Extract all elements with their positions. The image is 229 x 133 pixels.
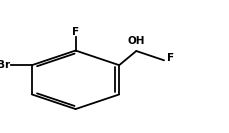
Text: Br: Br (0, 60, 10, 70)
Text: OH: OH (128, 36, 145, 46)
Text: F: F (72, 27, 79, 37)
Text: F: F (167, 53, 174, 63)
